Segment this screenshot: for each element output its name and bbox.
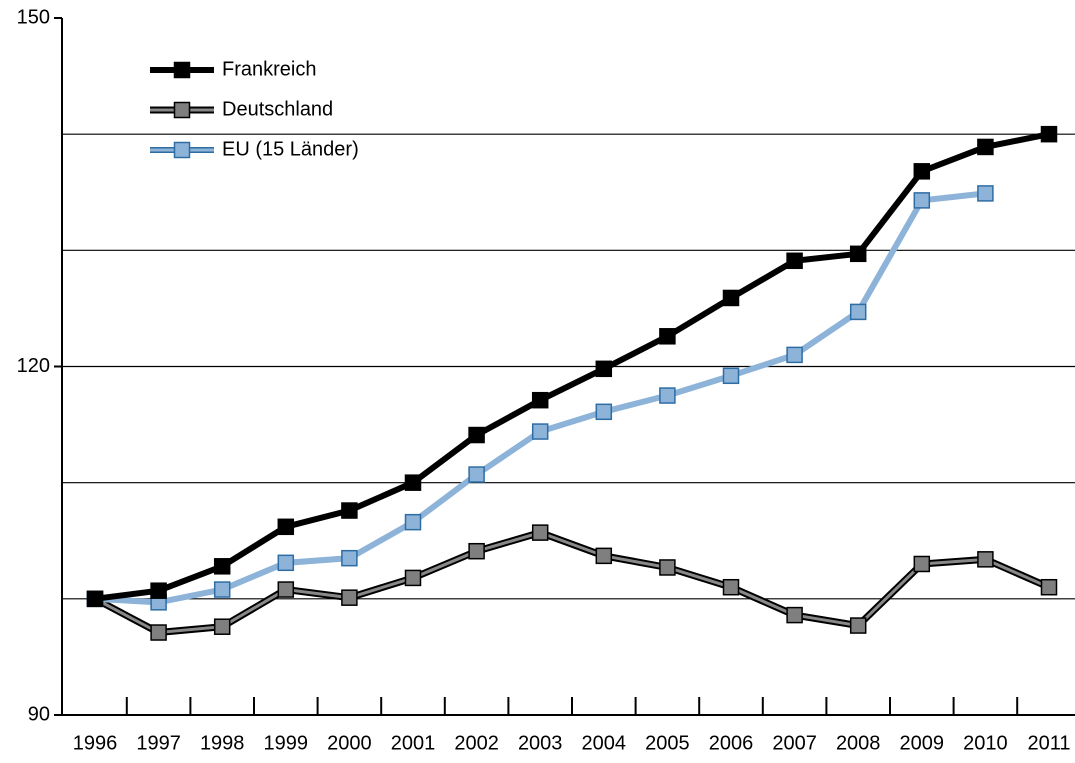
legend-label: Deutschland [222, 98, 333, 120]
marker [341, 589, 358, 606]
marker [468, 466, 485, 483]
series-line [94, 531, 1050, 635]
legend-marker [173, 141, 191, 159]
marker [595, 547, 613, 565]
marker [977, 138, 994, 156]
marker [786, 346, 803, 364]
legend-label: EU (15 Länder) [222, 138, 359, 160]
marker [213, 618, 231, 635]
marker [531, 524, 549, 541]
marker [913, 163, 931, 180]
marker [786, 606, 803, 624]
x-tick-label: 1997 [136, 732, 181, 754]
x-tick-label: 2000 [327, 732, 372, 754]
marker [913, 192, 931, 209]
marker [913, 555, 931, 573]
x-tick-label: 2008 [836, 732, 881, 754]
marker [213, 558, 231, 575]
x-tick-label: 2007 [772, 732, 817, 754]
marker [659, 559, 676, 576]
marker [468, 426, 485, 444]
marker [277, 554, 295, 572]
marker [86, 590, 104, 608]
marker [977, 551, 994, 568]
marker [341, 502, 358, 519]
x-tick-label: 1999 [264, 732, 309, 754]
marker [531, 391, 549, 409]
marker [722, 578, 740, 596]
marker [277, 581, 295, 598]
marker [722, 289, 740, 307]
marker [277, 518, 295, 536]
marker [531, 423, 549, 440]
marker [849, 303, 867, 321]
x-tick-label: 1998 [200, 732, 245, 754]
x-tick-label: 2004 [582, 732, 627, 754]
marker [213, 581, 231, 598]
marker [849, 617, 867, 634]
x-tick-label: 2003 [518, 732, 563, 754]
marker [977, 185, 994, 202]
legend-marker [173, 101, 191, 119]
y-tick-label: 90 [28, 703, 50, 725]
x-tick-label: 2005 [645, 732, 690, 754]
marker [849, 245, 867, 263]
x-tick-label: 2001 [391, 732, 436, 754]
x-tick-label: 2002 [454, 732, 499, 754]
marker [595, 403, 613, 421]
marker [722, 367, 740, 385]
marker [595, 360, 613, 378]
y-tick-label: 150 [17, 6, 50, 28]
y-tick-label: 120 [17, 355, 50, 377]
marker [404, 513, 422, 531]
marker [1040, 125, 1058, 143]
marker [150, 624, 167, 641]
marker [150, 582, 167, 599]
legend-marker [173, 61, 191, 79]
marker [659, 328, 676, 345]
x-tick-label: 2011 [1027, 732, 1070, 754]
x-tick-label: 2009 [900, 732, 945, 754]
series-line [94, 131, 1050, 602]
marker [341, 549, 358, 567]
marker [404, 474, 422, 491]
marker [404, 569, 422, 587]
marker [786, 252, 803, 270]
marker [1040, 578, 1058, 596]
x-tick-label: 1996 [73, 732, 118, 754]
legend-label: Frankreich [222, 58, 316, 80]
marker [659, 387, 676, 404]
x-tick-label: 2006 [709, 732, 754, 754]
marker [468, 542, 485, 560]
x-tick-label: 2010 [963, 732, 1008, 754]
